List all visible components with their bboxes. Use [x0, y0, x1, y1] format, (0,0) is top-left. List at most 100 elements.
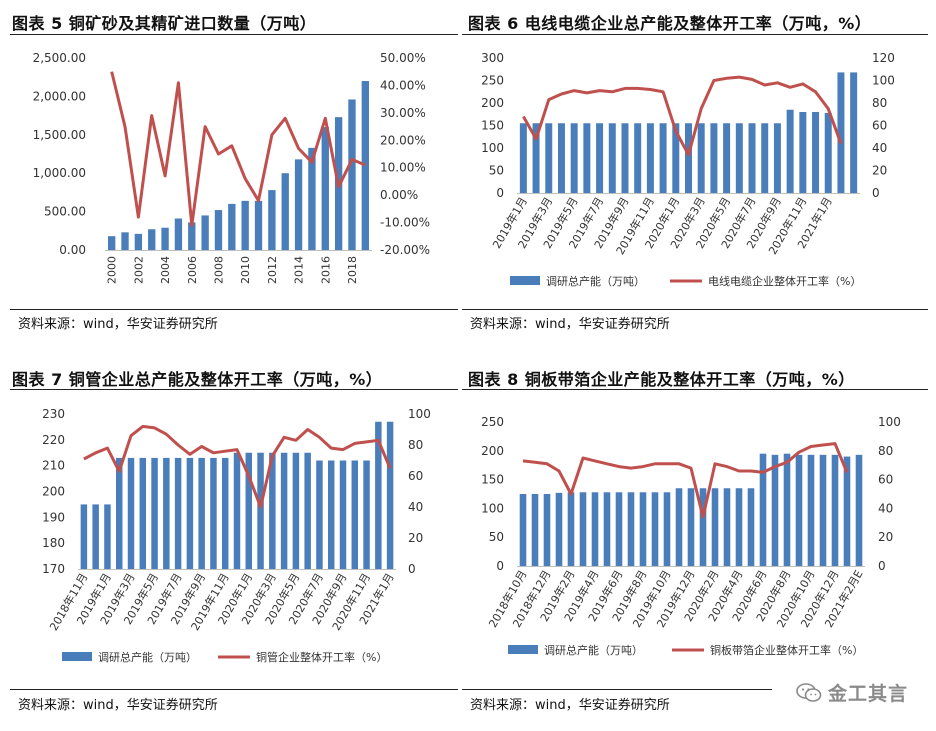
left-tick-label: 50 [489, 164, 504, 178]
capacity-bar [292, 452, 300, 569]
left-tick-label: 100 [481, 501, 504, 515]
capacity-bar [339, 460, 347, 569]
left-tick-label: 0 [496, 186, 504, 200]
right-tick-label: 40 [408, 500, 423, 514]
watermark-text: 金工其言 [827, 683, 908, 705]
right-tick-label: 80 [408, 438, 423, 452]
legend-bar-swatch [62, 652, 92, 661]
left-tick-label: 180 [42, 536, 65, 550]
capacity-bar [531, 494, 539, 566]
capacity-bar [711, 488, 719, 566]
capacity-bar [646, 123, 654, 193]
capacity-bar [241, 200, 249, 250]
capacity-bar [687, 488, 695, 566]
left-tick-label: 200 [481, 444, 504, 458]
chart-7-source-rule [10, 689, 458, 690]
chart-8-title: 图表 8 铜板带箔企业产能及整体开工率（万吨，%） [468, 370, 855, 389]
right-tick-label: 100 [408, 407, 431, 421]
chart-5-title-rule [10, 34, 458, 35]
left-tick-label: 200 [42, 485, 65, 499]
capacity-bar [210, 457, 217, 569]
legend-bar-swatch [510, 276, 540, 285]
legend-line-label: 铜管企业整体开工率（%） [256, 650, 387, 664]
right-tick-label: 80 [878, 444, 893, 458]
capacity-bar [214, 210, 223, 250]
capacity-bar [294, 159, 303, 250]
capacity-bar [634, 123, 642, 193]
capacity-bar [710, 123, 718, 193]
right-tick-label: 60 [408, 469, 423, 483]
capacity-bar [699, 488, 707, 566]
left-tick-label: 1,500.00 [33, 128, 86, 142]
chart-7-title: 图表 7 铜管企业总产能及整体开工率（万吨，%） [12, 370, 383, 389]
capacity-bar [735, 123, 743, 193]
right-tick-label: 10.00% [380, 161, 426, 175]
chart-8-source-rule [462, 689, 772, 690]
capacity-bar [174, 457, 182, 569]
capacity-bar [304, 452, 311, 569]
capacity-bar [723, 123, 731, 193]
right-tick-label: 0 [872, 186, 880, 200]
chart-5-title: 图表 5 铜矿砂及其精矿进口数量（万吨） [12, 14, 317, 33]
capacity-bar [651, 492, 659, 566]
left-tick-label: 2,500.00 [33, 51, 86, 65]
chart-5-source: 资料来源：wind，华安证券研究所 [18, 317, 218, 332]
x-tick-label: 2000 [106, 256, 119, 284]
right-tick-label: 40 [872, 141, 887, 155]
capacity-bar [812, 112, 820, 193]
capacity-bar [783, 453, 791, 566]
chart-6-source-rule [462, 309, 928, 310]
right-tick-label: 40 [878, 501, 893, 515]
capacity-bar [615, 492, 623, 566]
capacity-bar [80, 504, 88, 569]
capacity-bar [115, 457, 123, 569]
capacity-bar [843, 456, 851, 566]
right-tick-label: 20 [872, 164, 887, 178]
left-tick-label: 210 [42, 459, 65, 473]
chart-6-cable-capacity: 0501001502002503000204060801001202019年1月… [481, 51, 895, 288]
capacity-bar [201, 215, 209, 250]
capacity-bar [603, 492, 611, 566]
capacity-bar [268, 190, 276, 250]
left-tick-label: 150 [481, 473, 504, 487]
right-tick-label: -20.00% [380, 243, 430, 257]
capacity-bar [583, 123, 591, 193]
x-tick-label: 2016 [319, 256, 332, 284]
capacity-bar [121, 232, 129, 250]
capacity-bar [555, 492, 563, 566]
right-tick-label: 0.00% [380, 188, 418, 202]
chart-6-source: 资料来源：wind，华安证券研究所 [470, 317, 670, 332]
capacity-bar [567, 492, 575, 566]
chart-5-source-rule [10, 309, 458, 310]
right-tick-label: 80 [872, 96, 887, 110]
chart-7-title-rule [10, 389, 458, 390]
left-tick-label: 220 [42, 433, 65, 447]
capacity-bar [807, 454, 815, 566]
capacity-bar [198, 457, 205, 569]
capacity-bar [850, 72, 858, 193]
capacity-bar [685, 123, 692, 193]
right-tick-label: 40.00% [380, 78, 426, 92]
capacity-bar [163, 457, 170, 569]
capacity-bar [663, 492, 671, 566]
capacity-bar [221, 457, 229, 569]
capacity-bar [386, 421, 394, 569]
chart-7-copper-tube-capacity: 1701801902002102202300204060801002018年11… [42, 407, 431, 664]
capacity-bar [557, 123, 565, 193]
capacity-bar [321, 127, 329, 250]
capacity-bar [735, 488, 743, 566]
legend-bar-swatch [508, 645, 538, 654]
right-tick-label: 0 [408, 562, 416, 576]
left-tick-label: 150 [481, 119, 504, 133]
wechat-icon [796, 682, 822, 702]
capacity-bar [697, 123, 705, 193]
capacity-bar [675, 488, 683, 566]
capacity-bar [134, 233, 143, 250]
x-tick-label: 2012 [266, 256, 279, 284]
capacity-bar [532, 123, 540, 193]
capacity-bar [747, 488, 755, 566]
right-tick-label: 120 [872, 51, 895, 65]
capacity-bar [348, 99, 356, 250]
left-tick-label: 230 [42, 407, 65, 421]
capacity-bar [773, 123, 781, 193]
